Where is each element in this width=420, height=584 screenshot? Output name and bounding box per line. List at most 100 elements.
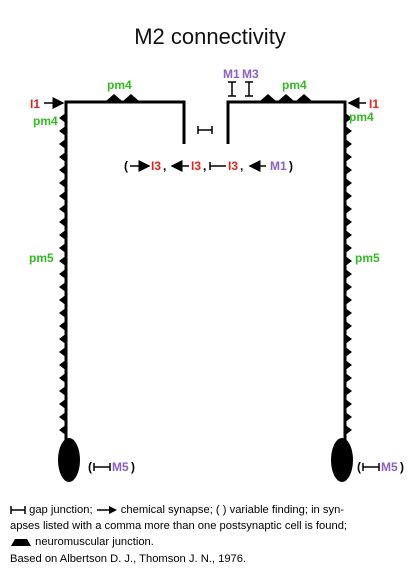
m3-top-label: M3 <box>242 67 259 81</box>
chemical-synapse-icon <box>96 506 117 515</box>
nmj-marker <box>260 94 276 101</box>
legend: gap junction; chemical synapse; ( ) vari… <box>10 502 414 567</box>
neuromuscular-junction-icon <box>11 539 31 547</box>
nmj-marker <box>344 294 352 306</box>
nmj-marker <box>344 177 352 189</box>
left-i1-input: I1 <box>30 97 65 111</box>
left-pm5-label: pm5 <box>29 251 54 265</box>
nmj-marker <box>106 94 122 101</box>
nmj-marker <box>344 190 352 202</box>
legend-chemical-synapse: chemical synapse; <box>120 504 213 516</box>
svg-text:): ) <box>400 460 404 474</box>
left-top-nmj-group <box>106 94 139 101</box>
left-m2-cell-body <box>58 438 80 482</box>
legend-variable-text: variable finding; in syn- <box>229 504 345 516</box>
nmj-marker <box>344 281 352 293</box>
nmj-marker <box>59 216 67 228</box>
legend-line-3: neuromuscular junction. <box>10 534 414 550</box>
svg-text:): ) <box>289 159 293 173</box>
nmj-marker <box>278 94 294 101</box>
right-side-nmj-group <box>344 112 352 436</box>
nmj-marker <box>59 320 67 332</box>
nmj-marker <box>296 94 312 101</box>
svg-text:(: ( <box>124 159 128 173</box>
nmj-marker <box>59 346 67 358</box>
nmj-marker <box>344 307 352 319</box>
nmj-marker <box>344 320 352 332</box>
legend-nmj: neuromuscular junction. <box>35 536 154 549</box>
nmj-marker <box>344 242 352 254</box>
legend-line-1: gap junction; chemical synapse; ( ) vari… <box>10 502 414 518</box>
nmj-marker <box>59 151 67 163</box>
nmj-marker <box>59 203 67 215</box>
nmj-marker <box>344 216 352 228</box>
nmj-marker <box>59 242 67 254</box>
nmj-marker <box>59 424 67 436</box>
nmj-marker <box>59 385 67 397</box>
svg-text:,: , <box>240 159 243 173</box>
svg-text:I3: I3 <box>191 159 201 173</box>
nmj-marker <box>344 424 352 436</box>
gap-junction-icon <box>10 506 26 515</box>
nmj-marker <box>344 385 352 397</box>
legend-gap-junction: gap junction; <box>29 504 93 516</box>
nmj-marker <box>344 268 352 280</box>
svg-text:I1: I1 <box>30 97 40 111</box>
nmj-marker <box>59 359 67 371</box>
svg-text:,: , <box>203 159 206 173</box>
m1-top-label: M1 <box>223 67 240 81</box>
nmj-marker <box>344 151 352 163</box>
nmj-marker <box>59 112 67 124</box>
nmj-marker <box>59 255 67 267</box>
nmj-marker <box>344 398 352 410</box>
left-top-pm4-label: pm4 <box>107 78 132 92</box>
right-top-pm4-label: pm4 <box>282 78 307 92</box>
svg-text:): ) <box>131 460 135 474</box>
right-pm5-label: pm5 <box>355 251 380 265</box>
nmj-marker <box>59 294 67 306</box>
m1-gap-junction <box>228 81 236 97</box>
right-side-pm4-label: pm4 <box>349 110 374 124</box>
legend-citation: Based on Albertson D. J., Thomson J. N.,… <box>10 552 247 565</box>
left-m5-input: ( M5 ) <box>88 460 135 474</box>
nmj-marker <box>59 281 67 293</box>
nmj-marker <box>59 268 67 280</box>
nmj-marker <box>59 229 67 241</box>
right-top-nmj-group <box>260 94 312 101</box>
nmj-marker <box>344 229 352 241</box>
nmj-marker <box>59 125 67 137</box>
svg-text:M1: M1 <box>270 159 287 173</box>
nmj-marker <box>344 333 352 345</box>
nmj-marker <box>344 255 352 267</box>
legend-variable-prefix: ( ) <box>215 504 227 516</box>
m2-m2-gap-junction <box>197 126 213 134</box>
nmj-marker <box>344 359 352 371</box>
legend-line-2: apses listed with a comma more than one … <box>10 520 348 533</box>
nmj-marker <box>344 125 352 137</box>
nmj-marker <box>59 411 67 423</box>
left-side-nmj-group <box>59 112 67 436</box>
nmj-marker <box>344 138 352 150</box>
svg-text:M5: M5 <box>381 460 398 474</box>
diagram-title: M2 connectivity <box>134 24 286 49</box>
left-side-pm4-label: pm4 <box>33 114 58 128</box>
nmj-marker <box>59 398 67 410</box>
svg-text:(: ( <box>357 460 361 474</box>
svg-text:I3: I3 <box>228 159 238 173</box>
right-i1-input: I1 <box>347 97 379 111</box>
nmj-marker <box>59 333 67 345</box>
nmj-marker <box>344 164 352 176</box>
nmj-marker <box>344 346 352 358</box>
nmj-marker <box>344 411 352 423</box>
svg-text:M5: M5 <box>112 460 129 474</box>
nmj-marker <box>59 177 67 189</box>
nmj-marker <box>59 138 67 150</box>
nmj-marker <box>59 190 67 202</box>
nmj-marker <box>344 112 352 124</box>
nmj-marker <box>59 307 67 319</box>
svg-text:,: , <box>163 159 166 173</box>
svg-text:I3: I3 <box>151 159 161 173</box>
right-m5-input: ( M5 ) <box>357 460 404 474</box>
nmj-marker <box>59 164 67 176</box>
